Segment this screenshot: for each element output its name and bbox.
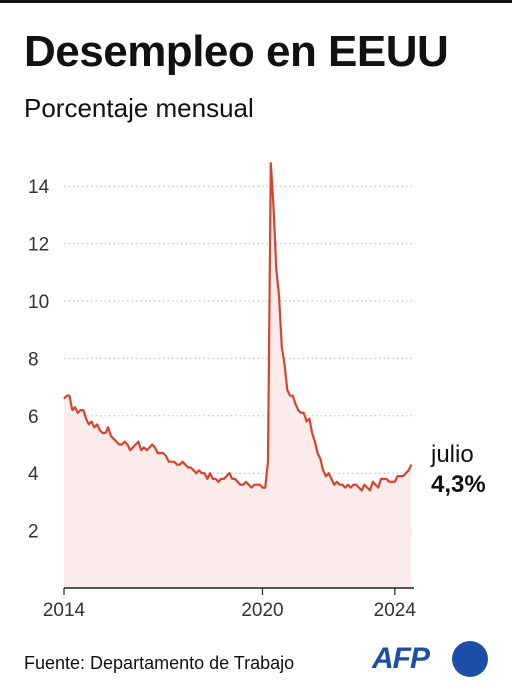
x-axis: 2014 2020 2024 <box>43 587 417 621</box>
x-tick-label: 2014 <box>43 600 86 621</box>
afp-logo-dot <box>452 641 488 677</box>
y-tick-label: 12 <box>28 235 49 256</box>
y-tick-label: 8 <box>28 349 39 370</box>
y-tick-label: 6 <box>28 407 39 428</box>
top-rule <box>0 0 512 3</box>
unemployment-line-chart: 2 4 6 8 10 12 14 2014 2020 2024 julio 4,3% <box>28 162 486 621</box>
y-tick-label: 14 <box>28 177 50 198</box>
afp-logo-text: AFP <box>372 642 430 675</box>
x-tick-label: 2024 <box>374 600 417 621</box>
chart-title: Desempleo en EEUU <box>24 27 449 76</box>
series-line <box>63 162 413 492</box>
y-tick-label: 10 <box>28 292 49 313</box>
y-tick-label: 2 <box>28 522 39 543</box>
latest-month-label: julio <box>430 441 474 468</box>
source-note: Fuente: Departamento de Trabajo <box>24 653 295 673</box>
y-axis-ticks: 2 4 6 8 10 12 14 <box>28 177 50 542</box>
area-fill <box>64 163 412 588</box>
chart-subtitle: Porcentaje mensual <box>24 93 254 123</box>
afp-logo: AFP <box>372 638 490 680</box>
x-tick-label: 2020 <box>241 600 283 621</box>
latest-value-label: 4,3% <box>431 471 486 498</box>
y-tick-label: 4 <box>28 464 39 485</box>
